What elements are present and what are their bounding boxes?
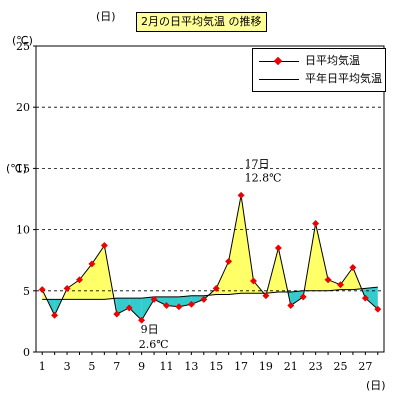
x-tick-label-15: 15 — [209, 360, 223, 373]
x-tick-label-23: 23 — [309, 360, 323, 373]
axes — [33, 45, 385, 355]
daily-temperature-line — [41, 195, 379, 322]
data-point-day-18 — [249, 277, 258, 285]
annotation-day-9-date: 9日 — [141, 323, 159, 336]
x-tick-label-13: 13 — [184, 360, 198, 373]
fill-below-normal — [166, 296, 179, 307]
data-point-day-17 — [237, 191, 245, 199]
data-point-day-14 — [200, 295, 208, 303]
fill-above-normal — [315, 223, 329, 291]
x-tick-label-25: 25 — [334, 360, 348, 373]
y-tick-label-15: 15 — [16, 162, 30, 175]
data-point-day-3 — [63, 284, 71, 292]
legend-label-daily: 日平均気温 — [305, 54, 360, 67]
data-point-day-1 — [38, 286, 46, 294]
data-point-day-6 — [100, 241, 108, 250]
x-tick-label-27: 27 — [358, 360, 372, 373]
x-tick-label-17: 17 — [234, 360, 248, 373]
data-point-day-13 — [187, 300, 195, 308]
y-tick-label-20: 20 — [16, 101, 30, 114]
data-point-day-16 — [225, 257, 233, 265]
x-tick-label-19: 19 — [259, 360, 273, 373]
fill-above-normal — [228, 195, 242, 295]
legend: 日平均気温 平年日平均気温 — [252, 48, 386, 92]
chart-title: 2月の日平均気温 の推移 — [136, 12, 267, 32]
series-lines — [41, 195, 379, 322]
legend-marker-daily — [273, 56, 283, 66]
legend-line-normal — [259, 79, 299, 80]
fill-above-normal — [91, 245, 105, 300]
y-tick-label-25: 25 — [16, 40, 30, 53]
data-point-day-21 — [287, 301, 295, 310]
y-unit-label: (℃) — [12, 34, 33, 47]
data-point-day-2 — [51, 311, 59, 319]
data-point-day-12 — [175, 303, 183, 311]
fill-above-normal — [79, 263, 92, 300]
data-point-day-9 — [138, 316, 146, 324]
data-point-day-10 — [150, 295, 158, 303]
data-point-day-20 — [274, 244, 282, 252]
y-tick-label-5: 5 — [23, 285, 30, 298]
data-point-day-25 — [336, 281, 345, 289]
x-tick-label-7: 7 — [113, 360, 120, 373]
y-tick-label-10: 10 — [16, 224, 30, 237]
y-axis-label: (℃) — [6, 162, 27, 175]
x-tick-label-9: 9 — [138, 360, 145, 373]
x-tick-label-5: 5 — [88, 360, 95, 373]
x-tick-label-1: 1 — [39, 360, 46, 373]
plot-frame — [35, 45, 385, 353]
fill-below-normal — [290, 290, 304, 306]
data-point-day-8 — [125, 304, 133, 312]
data-point-day-28 — [374, 305, 382, 313]
data-point-day-11 — [162, 301, 171, 310]
data-point-day-19 — [262, 292, 270, 300]
x-tick-label-3: 3 — [64, 360, 71, 373]
data-point-day-24 — [324, 276, 332, 284]
data-point-day-27 — [361, 294, 369, 302]
fill-below-normal — [129, 298, 142, 321]
data-point-day-23 — [312, 219, 320, 228]
fill-below-normal — [191, 295, 204, 305]
fill-above-normal — [67, 279, 80, 300]
legend-item-daily: 日平均気温 — [257, 53, 383, 69]
fill-above-normal — [340, 267, 353, 290]
anomaly-fills — [42, 195, 378, 321]
x-tick-label-21: 21 — [284, 360, 298, 373]
data-point-day-5 — [88, 260, 96, 268]
fill-above-normal — [216, 261, 229, 295]
data-point-day-7 — [113, 310, 121, 318]
data-point-day-22 — [299, 293, 307, 301]
y-tick-label-0: 0 — [23, 346, 30, 359]
data-point-day-4 — [75, 276, 84, 284]
data-point-day-15 — [212, 284, 220, 292]
fill-below-normal — [116, 298, 130, 315]
legend-item-normal: 平年日平均気温 — [257, 71, 383, 87]
normal-temperature-line — [42, 286, 378, 300]
fill-below-normal — [365, 287, 378, 310]
x-axis-label: (日) — [366, 379, 386, 392]
top-unit-label: (日) — [96, 10, 116, 23]
annotation-day-9-value: 2.6℃ — [139, 338, 169, 351]
data-point-day-26 — [349, 263, 357, 272]
annotation-day-17-date: 17日 — [245, 157, 270, 170]
legend-label-normal: 平年日平均気温 — [305, 72, 382, 85]
gridlines — [36, 106, 384, 292]
x-tick-label-11: 11 — [160, 360, 174, 373]
series-markers — [38, 191, 382, 324]
fill-above-normal — [328, 279, 341, 291]
annotation-day-17-value: 12.8℃ — [245, 171, 282, 184]
